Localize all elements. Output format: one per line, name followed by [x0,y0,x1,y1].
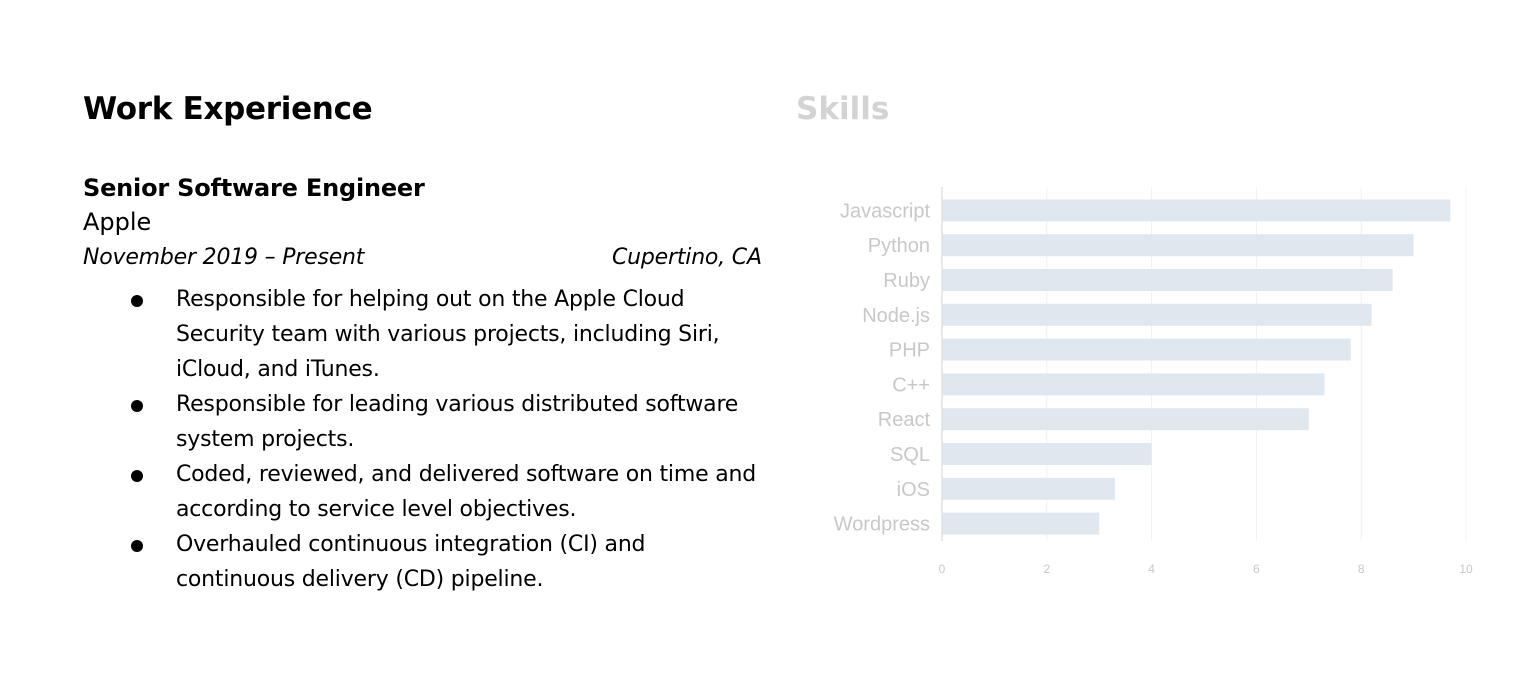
list-item: Responsible for leading various distribu… [83,387,766,457]
bullet-icon [131,295,143,307]
job-title: Senior Software Engineer [83,174,425,202]
bullet-text: Responsible for helping out on the Apple… [176,287,720,382]
chart-category-label: SQL [890,444,930,466]
job-meta-row: November 2019 – Present Cupertino, CA [83,240,783,276]
chart-category-label: Javascript [840,200,930,222]
chart-category-label: iOS [897,479,930,501]
chart-x-tick-label: 0 [939,562,946,576]
chart-bar [942,477,1115,500]
work-experience-heading: Work Experience [83,91,373,127]
bullet-icon [131,470,143,482]
chart-bar [942,269,1393,291]
skills-bar-chart: Javascript Python Ruby Node.js PHP C++ React SQ… [834,187,1473,576]
list-item: Overhauled continuous integration (CI) a… [83,527,766,597]
bullet-text: Coded, reviewed, and delivered software … [176,462,756,522]
chart-bar [942,303,1372,326]
job-location: Cupertino, CA [612,245,762,270]
list-item: Responsible for helping out on the Apple… [83,282,766,387]
chart-category-label: Node.js [862,305,930,327]
work-experience-section: Work Experience Senior Software Engineer… [83,84,783,597]
bullet-text: Responsible for leading various distribu… [176,392,739,452]
chart-x-tick-label: 2 [1043,562,1050,576]
chart-category-label: C++ [892,374,930,396]
bullet-icon [131,540,143,552]
chart-x-tick-label: 6 [1253,562,1260,576]
bullet-icon [131,400,143,412]
chart-category-label: Wordpress [834,514,930,536]
chart-x-tick-label: 8 [1358,562,1365,576]
skills-heading: Skills [796,91,890,127]
chart-bar [942,338,1351,361]
chart-bar [942,199,1451,222]
chart-x-tick-label: 10 [1459,562,1473,576]
chart-bar [942,373,1325,396]
chart-bar [942,408,1309,431]
bullet-text: Overhauled continuous integration (CI) a… [176,532,646,592]
list-item: Coded, reviewed, and delivered software … [83,457,766,527]
chart-bar [942,234,1414,257]
chart-category-label: Ruby [883,270,930,292]
job-dates: November 2019 – Present [83,245,365,270]
company-name: Apple [83,208,152,236]
chart-category-label: Python [868,235,930,257]
responsibilities-list: Responsible for helping out on the Apple… [83,282,783,597]
chart-bar [942,443,1152,465]
chart-x-tick-label: 4 [1148,562,1155,576]
chart-category-label: React [878,409,931,431]
chart-bar [942,512,1100,535]
chart-category-label: PHP [889,340,930,362]
